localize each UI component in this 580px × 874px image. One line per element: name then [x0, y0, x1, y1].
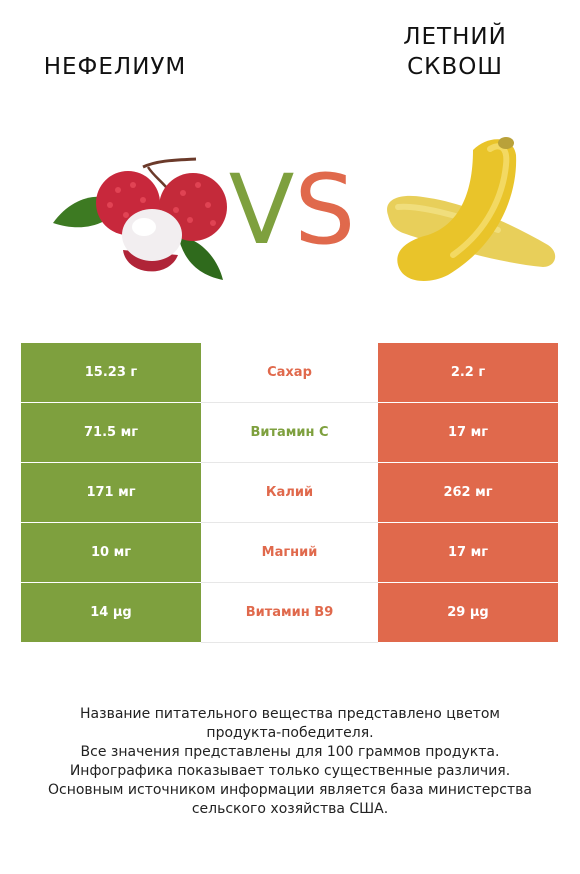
- left-food-title: НЕФЕЛИУМ: [43, 54, 187, 80]
- left-value: 15.23 г: [21, 343, 201, 403]
- table-row: 14 µg Витамин B9 29 µg: [21, 582, 558, 643]
- table-row: 15.23 г Сахар 2.2 г: [21, 343, 558, 403]
- nutrient-name: Сахар: [201, 343, 378, 403]
- comparison-table: 15.23 г Сахар 2.2 г 71.5 мг Витамин C 17…: [21, 343, 558, 643]
- right-value: 17 мг: [378, 522, 558, 583]
- footnote-line: Основным источником информации является …: [48, 782, 532, 798]
- footnote-line: продукта-победителя.: [206, 725, 374, 741]
- summer-squash-image: [378, 135, 563, 290]
- footnote-line: Название питательного вещества представл…: [80, 706, 500, 722]
- right-value: 2.2 г: [378, 343, 558, 403]
- vs-v: V: [228, 154, 295, 266]
- footnote-line: Все значения представлены для 100 граммо…: [80, 744, 500, 760]
- right-food-title-line1: ЛЕТНИЙ: [403, 24, 507, 50]
- nutrient-name: Витамин C: [201, 402, 378, 463]
- table-row: 10 мг Магний 17 мг: [21, 522, 558, 583]
- left-value: 14 µg: [21, 582, 201, 643]
- nutrient-name: Магний: [201, 522, 378, 583]
- table-row: 71.5 мг Витамин C 17 мг: [21, 402, 558, 463]
- vs-label: VS: [222, 160, 362, 260]
- footnote-line: Инфографика показывает только существенн…: [69, 763, 511, 779]
- right-value: 17 мг: [378, 402, 558, 463]
- right-value: 29 µg: [378, 582, 558, 643]
- table-row: 171 мг Калий 262 мг: [21, 462, 558, 523]
- left-value: 10 мг: [21, 522, 201, 583]
- right-value: 262 мг: [378, 462, 558, 523]
- nutrient-name: Витамин B9: [201, 582, 378, 643]
- vs-s: S: [294, 154, 356, 266]
- rambutan-image: [48, 155, 233, 285]
- left-value: 171 мг: [21, 462, 201, 523]
- right-food-title: ЛЕТНИЙ СКВОШ: [360, 22, 550, 82]
- nutrient-name: Калий: [201, 462, 378, 523]
- right-food-title-line2: СКВОШ: [407, 54, 503, 80]
- footnote-line: сельского хозяйства США.: [191, 801, 389, 817]
- left-value: 71.5 мг: [21, 402, 201, 463]
- footnote: Название питательного вещества представл…: [20, 705, 560, 819]
